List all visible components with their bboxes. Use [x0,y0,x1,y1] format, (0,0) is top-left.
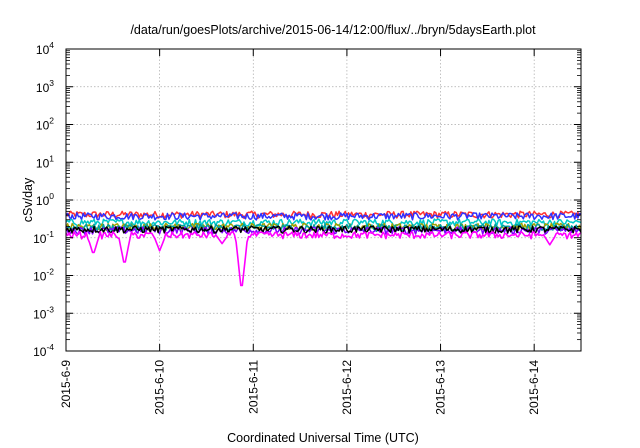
grid-lines [66,49,581,351]
y-tick-label: 104 [36,40,54,57]
y-tick-labels: 10-4 10-3 10-2 10-1 100 101 102 103 104 [33,40,54,359]
series-line [65,212,582,221]
y-tick-label: 101 [36,153,54,170]
x-tick-label: 2015-6-13 [434,360,448,415]
x-axis-label: Coordinated Universal Time (UTC) [227,431,419,445]
x-tick-label: 2015-6-9 [59,360,73,408]
x-tick-label: 2015-6-11 [246,360,260,414]
axis-ticks [65,48,581,352]
x-tick-labels: 2015-6-9 2015-6-10 2015-6-11 2015-6-12 2015-… [59,360,541,415]
series-layer [65,210,582,287]
y-tick-label: 103 [36,78,54,95]
series-line [65,210,582,220]
x-tick-label: 2015-6-14 [527,360,541,415]
y-axis-label: cSv/day [21,177,35,222]
y-tick-label: 10-1 [33,229,54,246]
y-tick-label: 102 [36,116,54,133]
chart-title: /data/run/goesPlots/archive/2015-06-14/1… [130,23,536,37]
y-tick-label: 10-2 [33,267,54,284]
y-tick-label: 10-4 [33,342,54,359]
x-tick-label: 2015-6-10 [153,360,167,415]
y-tick-label: 10-3 [33,304,54,321]
x-tick-label: 2015-6-12 [340,360,354,415]
series-line [65,231,582,287]
series-line [65,218,582,227]
y-tick-label: 100 [36,191,54,208]
